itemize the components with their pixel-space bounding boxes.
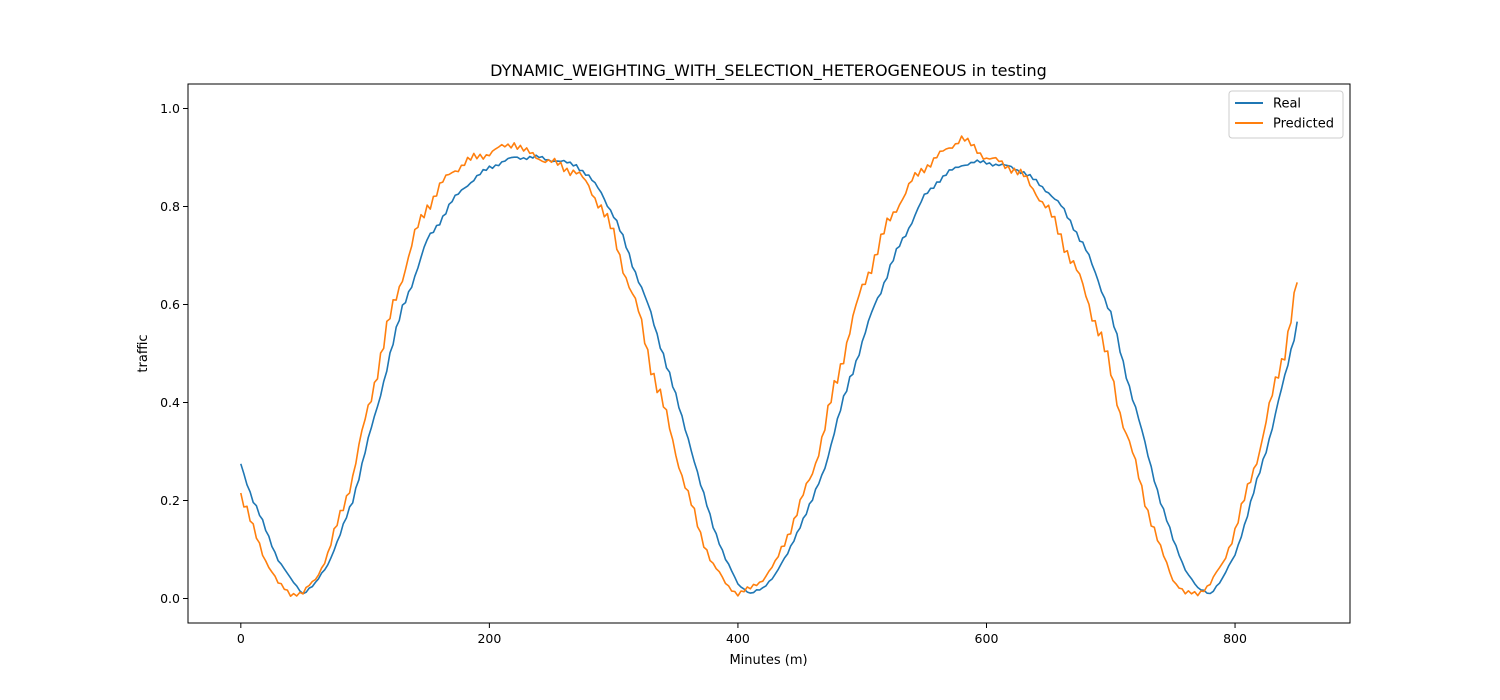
y-tick-label: 0.0 xyxy=(160,591,180,606)
y-tick-label: 1.0 xyxy=(160,101,180,116)
series-line-real xyxy=(240,154,1298,595)
legend-label-real: Real xyxy=(1273,97,1301,112)
chart-title: DYNAMIC_WEIGHTING_WITH_SELECTION_HETEROG… xyxy=(490,61,1047,81)
x-tick-label: 200 xyxy=(477,631,501,646)
x-tick-label: 800 xyxy=(1223,631,1247,646)
x-tick-label: 400 xyxy=(726,631,750,646)
x-axis-label: Minutes (m) xyxy=(729,653,807,668)
y-tick-label: 0.6 xyxy=(160,297,180,312)
y-tick-label: 0.2 xyxy=(160,493,180,508)
plot-area: 0 200 400 600 800 0.0 0.2 0.4 0.6 0.8 1.0 xyxy=(160,83,1351,646)
series-line-predicted xyxy=(240,135,1298,597)
legend-label-predicted: Predicted xyxy=(1273,117,1334,132)
x-tick-label: 0 xyxy=(237,631,245,646)
axes-frame xyxy=(187,83,1351,624)
legend: Real Predicted xyxy=(1228,90,1344,139)
y-tick-label: 0.8 xyxy=(160,199,180,214)
y-axis-label: traffic xyxy=(136,334,151,372)
x-tick-label: 600 xyxy=(975,631,999,646)
y-tick-label: 0.4 xyxy=(160,395,180,410)
